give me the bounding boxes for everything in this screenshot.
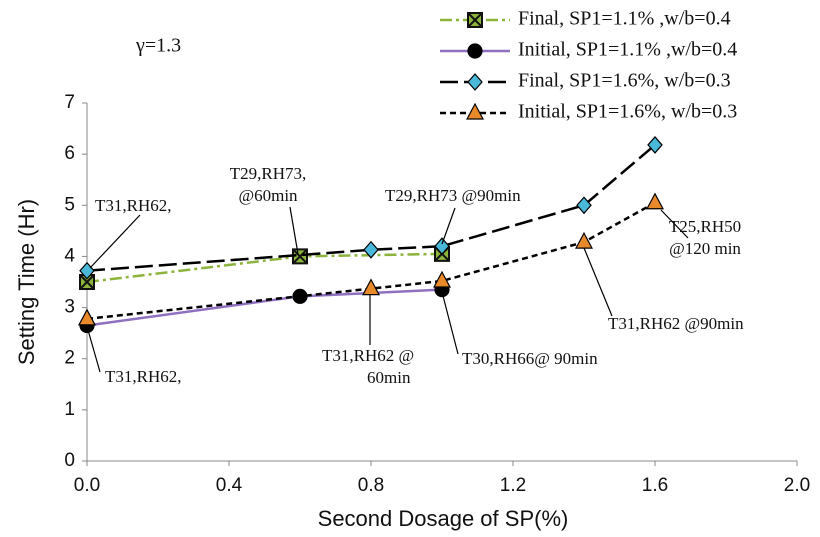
annotation: @120 min <box>669 239 741 258</box>
marker <box>467 73 483 91</box>
y-axis-label: Setting Time (Hr) <box>14 199 39 365</box>
x-tick-label: 0.4 <box>216 475 243 496</box>
y-tick-label: 2 <box>64 348 75 369</box>
annotation: T29,RH73, <box>230 164 307 183</box>
note: γ=1.3 <box>135 35 181 57</box>
annotation: T31,RH62 @90min <box>608 314 744 333</box>
marker <box>79 274 95 290</box>
x-tick-label: 1.2 <box>500 475 526 496</box>
legend-label: Final, SP1=1.1% ,w/b=0.4 <box>518 8 731 30</box>
annotation: 60min <box>367 368 411 387</box>
x-tick-label: 1.6 <box>642 475 668 496</box>
y-tick-label: 4 <box>64 245 75 266</box>
annotation: T31,RH62, <box>95 196 172 215</box>
series-line <box>86 201 656 321</box>
marker <box>466 102 484 120</box>
y-tick-label: 1 <box>64 399 75 420</box>
series-line <box>86 288 443 327</box>
marker <box>575 231 593 249</box>
marker <box>292 248 308 265</box>
y-tick-label: 5 <box>64 194 75 215</box>
marker <box>576 196 592 215</box>
legend-label: Initial, SP1=1.1% ,w/b=0.4 <box>518 39 737 61</box>
marker <box>363 240 379 259</box>
legend-label: Final, SP1=1.6%, w/b=0.3 <box>518 70 731 92</box>
marker <box>467 12 483 28</box>
y-tick-label: 3 <box>64 297 75 318</box>
marker <box>434 237 450 256</box>
annotation-leader <box>660 209 689 239</box>
annotation-leader <box>289 206 299 255</box>
marker <box>433 270 451 288</box>
marker <box>467 43 483 59</box>
annotation: @60min <box>238 186 298 205</box>
annotation-leader <box>441 207 456 245</box>
annotation-leader <box>87 329 101 373</box>
x-tick-label: 0.8 <box>358 475 384 496</box>
marker <box>78 308 96 326</box>
marker <box>647 136 663 154</box>
marker <box>362 278 380 296</box>
annotation: T29,RH73 @90min <box>385 186 521 205</box>
y-tick-label: 7 <box>64 92 75 113</box>
annotation: T30,RH66@ 90min <box>462 349 598 368</box>
annotation-leader <box>583 247 613 317</box>
annotation-leader <box>89 214 141 269</box>
marker <box>646 192 664 210</box>
annotation: T31,RH62, <box>105 367 182 386</box>
annotation-leader <box>441 291 459 355</box>
y-tick-label: 6 <box>64 143 75 164</box>
annotation: T25,RH50 <box>669 217 741 236</box>
x-axis-label: Second Dosage of SP(%) <box>318 506 569 531</box>
x-tick-label: 0.0 <box>74 475 100 496</box>
series-line <box>86 143 656 272</box>
legend-label: Initial, SP1=1.6%, w/b=0.3 <box>518 101 737 123</box>
y-tick-label: 0 <box>64 450 75 471</box>
annotation: T31,RH62 @ <box>322 346 414 365</box>
x-tick-label: 2.0 <box>784 475 810 496</box>
